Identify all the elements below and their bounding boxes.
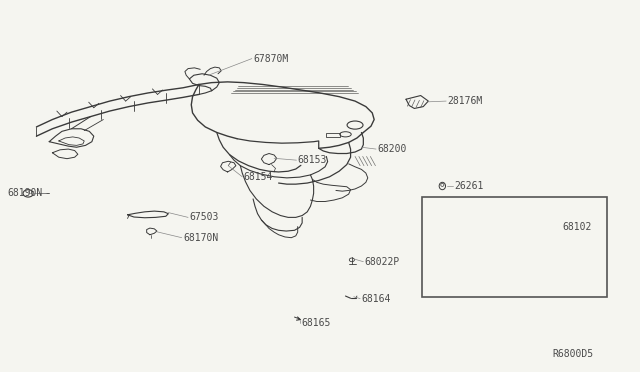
Text: 26261: 26261 — [454, 181, 483, 191]
Text: 68165: 68165 — [301, 318, 330, 328]
Bar — [422, 197, 607, 297]
Text: 68164: 68164 — [362, 294, 391, 304]
Text: 68102: 68102 — [562, 222, 591, 232]
Text: 68154: 68154 — [244, 172, 273, 182]
Text: 68200: 68200 — [378, 144, 407, 154]
Text: 68153: 68153 — [298, 155, 327, 165]
Bar — [326, 133, 340, 137]
Text: 67870M: 67870M — [253, 54, 289, 64]
Text: R6800D5: R6800D5 — [552, 349, 594, 359]
Text: 68190N: 68190N — [8, 188, 43, 198]
Text: 67503: 67503 — [189, 212, 219, 222]
Text: 28176M: 28176M — [447, 96, 483, 106]
Text: 68170N: 68170N — [183, 233, 218, 243]
Text: 68022P: 68022P — [365, 257, 400, 267]
